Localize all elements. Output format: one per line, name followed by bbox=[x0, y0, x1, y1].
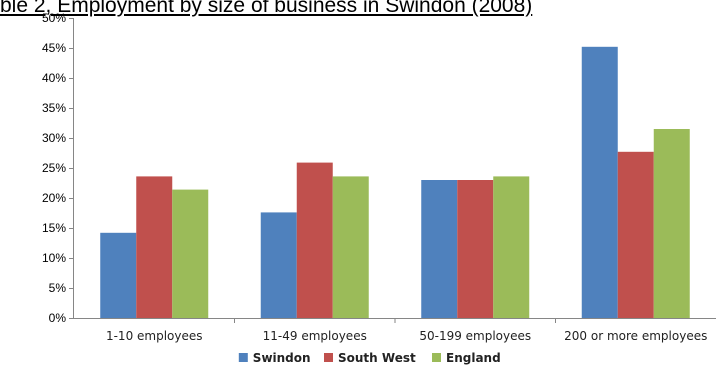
y-tick-label: 15% bbox=[42, 221, 66, 235]
bar bbox=[493, 176, 530, 318]
x-tick-label: 11-49 employees bbox=[263, 329, 367, 343]
bar bbox=[617, 151, 654, 318]
y-tick-label: 50% bbox=[42, 11, 66, 25]
bar bbox=[100, 232, 137, 318]
chart-legend: Swindon South West England bbox=[238, 351, 501, 365]
bar bbox=[653, 129, 690, 318]
bar bbox=[332, 176, 369, 318]
bar bbox=[581, 46, 618, 319]
y-axis-ticks: 0% 5% 10% 15% 20% 25% 30% 35% 40% 45% 50% bbox=[42, 11, 74, 325]
y-tick-label: 10% bbox=[42, 251, 66, 265]
y-tick-label: 5% bbox=[49, 281, 67, 295]
y-tick-label: 35% bbox=[42, 101, 66, 115]
x-axis-labels: 1-10 employees 11-49 employees 50-199 empl… bbox=[106, 329, 707, 343]
y-tick-label: 25% bbox=[42, 161, 66, 175]
bar bbox=[457, 180, 494, 318]
chart-title: ble 2, Employment by size of business in… bbox=[0, 0, 533, 17]
legend-label: Swindon bbox=[253, 351, 311, 365]
legend-label: South West bbox=[338, 351, 416, 365]
bar bbox=[260, 212, 297, 318]
legend-label: England bbox=[446, 351, 501, 365]
legend-swatch bbox=[324, 353, 333, 362]
bar bbox=[136, 176, 173, 318]
y-tick-label: 0% bbox=[49, 311, 67, 325]
y-tick-label: 40% bbox=[42, 71, 66, 85]
legend-swatch bbox=[238, 353, 248, 362]
bar bbox=[172, 189, 209, 318]
y-tick-label: 45% bbox=[42, 41, 66, 55]
y-tick-label: 20% bbox=[42, 191, 66, 205]
legend-swatch bbox=[432, 353, 441, 362]
x-tick-label: 50-199 employees bbox=[419, 329, 531, 343]
x-tick-label: 1-10 employees bbox=[106, 329, 203, 343]
chart-bars bbox=[100, 46, 690, 319]
y-tick-label: 30% bbox=[42, 131, 66, 145]
bar bbox=[421, 180, 458, 318]
x-tick-label: 200 or more employees bbox=[564, 329, 707, 343]
bar bbox=[296, 162, 333, 318]
